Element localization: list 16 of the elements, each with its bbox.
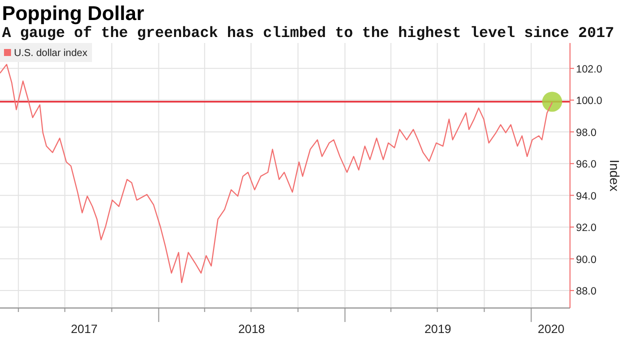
y-axis-title: Index [607, 160, 620, 192]
x-tick-label: 2017 [70, 322, 98, 336]
chart-title: Popping Dollar [2, 3, 144, 25]
x-tick-label: 2018 [238, 322, 266, 336]
chart-subtitle: A gauge of the greenback has climbed to the highest level since 2017 [2, 25, 614, 42]
y-tick-label: 88.0 [576, 286, 597, 298]
legend-label: U.S. dollar index [14, 48, 88, 59]
y-tick-label: 102.0 [576, 63, 602, 76]
y-tick-label: 96.0 [576, 158, 597, 171]
y-tick-label: 100.0 [576, 95, 602, 108]
x-tick-label: 2020 [538, 322, 565, 336]
y-tick-label: 94.0 [576, 190, 597, 202]
y-tick-label: 92.0 [576, 222, 597, 234]
y-tick-label: 98.0 [576, 126, 597, 139]
y-tick-label: 90.0 [576, 254, 597, 266]
x-tick-label: 2019 [424, 322, 452, 336]
